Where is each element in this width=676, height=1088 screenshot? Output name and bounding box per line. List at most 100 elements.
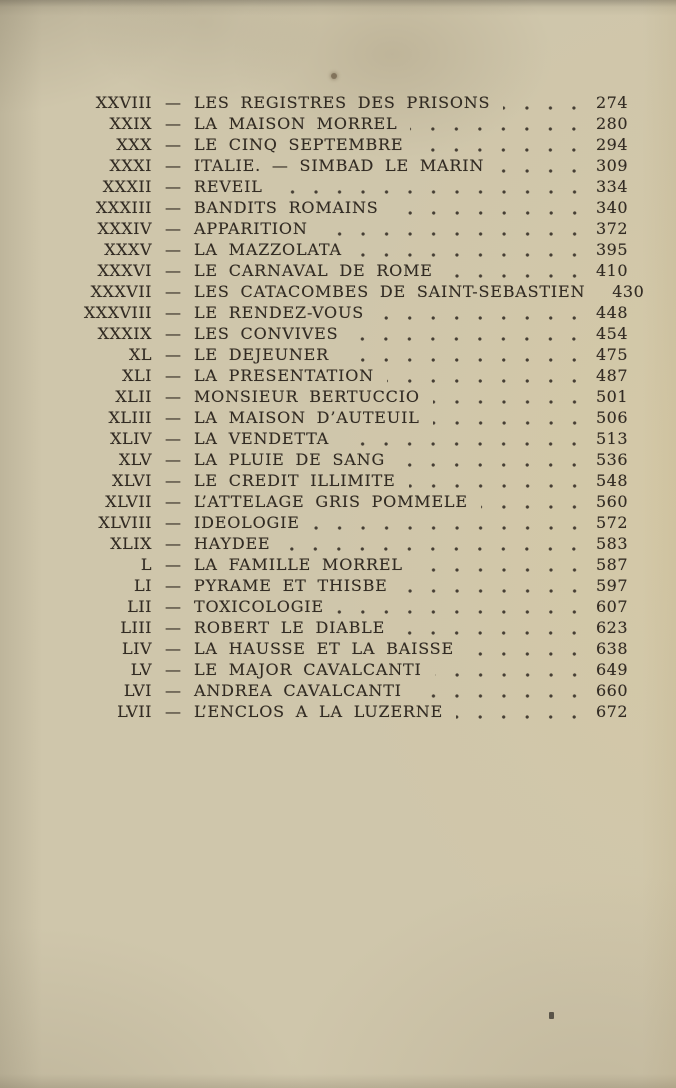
dot-leader — [275, 189, 586, 195]
separator-dash: — — [165, 534, 181, 553]
page-number: 294 — [595, 135, 628, 154]
chapter-title: MONSIEUR BERTUCCIO — [194, 387, 420, 406]
dot-leader — [398, 630, 586, 636]
separator-dash: — — [165, 681, 181, 700]
separator-dash: — — [165, 240, 181, 259]
dot-leader — [416, 147, 586, 153]
chapter-numeral: XLIII — [108, 408, 152, 427]
chapter-title: LES CONVIVES — [194, 324, 339, 343]
separator-dash: — — [165, 576, 181, 595]
chapter-title: LE CINQ SEPTEMBRE — [194, 135, 404, 154]
dot-leader — [432, 420, 586, 426]
toc-entry: XLIII — LA MAISON D’AUTEUIL 506 — [64, 407, 628, 428]
dot-leader — [342, 357, 586, 363]
chapter-title: REVEIL — [194, 177, 263, 196]
page-number: 660 — [595, 681, 628, 700]
toc-entry: XXXI — ITALIE. — SIMBAD LE MARIN 309 — [64, 155, 628, 176]
chapter-title: ANDREA CAVALCANTI — [194, 681, 402, 700]
dot-leader — [410, 126, 586, 132]
page-number: 513 — [595, 429, 628, 448]
page-number: 410 — [595, 261, 628, 280]
separator-dash: — — [165, 618, 181, 637]
chapter-title: ROBERT LE DIABLE — [194, 618, 386, 637]
page-number: 587 — [595, 555, 628, 574]
chapter-title: LE CREDIT ILLIMITE — [194, 471, 396, 490]
dot-leader — [320, 231, 586, 237]
page-number: 395 — [595, 240, 628, 259]
chapter-title: LA PRESENTATION — [194, 366, 374, 385]
chapter-title: HAYDEE — [194, 534, 271, 553]
separator-dash: — — [165, 282, 181, 301]
dot-leader — [283, 546, 586, 552]
toc-entry: XLIV — LA VENDETTA 513 — [64, 428, 628, 449]
chapter-numeral: XLVIII — [98, 513, 152, 532]
toc-entry: LIII — ROBERT LE DIABLE 623 — [64, 617, 628, 638]
separator-dash: — — [165, 261, 181, 280]
chapter-title: LA MAZZOLATA — [194, 240, 342, 259]
dot-leader — [342, 441, 586, 447]
toc-entry: XXXVII — LES CATACOMBES DE SAINT-SEBASTI… — [64, 281, 644, 302]
chapter-title: IDEOLOGIE — [194, 513, 300, 532]
separator-dash: — — [165, 93, 181, 112]
toc-entry: LIV — LA HAUSSE ET LA BAISSE 638 — [64, 638, 628, 659]
chapter-numeral: XXXIII — [95, 198, 152, 217]
page-number: 623 — [595, 618, 628, 637]
page-number: 672 — [595, 702, 628, 721]
toc-entry: L — LA FAMILLE MORREL 587 — [64, 554, 628, 575]
page-number: 340 — [595, 198, 628, 217]
chapter-title: L’ENCLOS A LA LUZERNE — [194, 702, 444, 721]
separator-dash: — — [165, 156, 181, 175]
page-number: 638 — [595, 639, 628, 658]
separator-dash: — — [165, 639, 181, 658]
chapter-numeral: XLVI — [112, 471, 152, 490]
chapter-title: APPARITION — [194, 219, 308, 238]
chapter-numeral: L — [140, 555, 152, 574]
chapter-numeral: XXXII — [102, 177, 152, 196]
chapter-numeral: XXXI — [109, 156, 152, 175]
toc-entry: XLVIII — IDEOLOGIE 572 — [64, 512, 628, 533]
toc-entry: XLVI — LE CREDIT ILLIMITE 548 — [64, 470, 628, 491]
chapter-title: LE MAJOR CAVALCANTI — [194, 660, 422, 679]
separator-dash: — — [165, 345, 181, 364]
chapter-numeral: XLII — [115, 387, 152, 406]
chapter-numeral: XXXVIII — [83, 303, 152, 322]
dot-leader — [400, 588, 586, 594]
separator-dash: — — [165, 429, 181, 448]
separator-dash: — — [165, 219, 181, 238]
paper-stain-speck — [331, 73, 337, 79]
dot-leader — [398, 462, 586, 468]
dot-leader — [391, 210, 586, 216]
toc-entry: XXXIX — LES CONVIVES 454 — [64, 323, 628, 344]
toc-entry: XXXIV — APPARITION 372 — [64, 218, 628, 239]
separator-dash: — — [165, 450, 181, 469]
separator-dash: — — [165, 303, 181, 322]
chapter-title: LE CARNAVAL DE ROME — [194, 261, 433, 280]
chapter-title: ITALIE. — SIMBAD LE MARIN — [194, 156, 485, 175]
separator-dash: — — [165, 555, 181, 574]
dot-leader — [445, 273, 586, 279]
toc-entry: LVI — ANDREA CAVALCANTI 660 — [64, 680, 628, 701]
dot-leader — [414, 693, 586, 699]
toc-entry: XXXIII — BANDITS ROMAINS 340 — [64, 197, 628, 218]
chapter-numeral: XL — [128, 345, 152, 364]
chapter-title: LA MAISON D’AUTEUIL — [194, 408, 420, 427]
dot-leader — [598, 294, 603, 300]
chapter-numeral: XXXVII — [90, 282, 152, 301]
dot-leader — [480, 504, 586, 510]
toc-entry: XXX — LE CINQ SEPTEMBRE 294 — [64, 134, 628, 155]
toc-entry: XXXVIII — LE RENDEZ-VOUS 448 — [64, 302, 628, 323]
dot-leader — [354, 252, 586, 258]
chapter-numeral: LII — [127, 597, 152, 616]
chapter-title: BANDITS ROMAINS — [194, 198, 379, 217]
separator-dash: — — [165, 408, 181, 427]
dot-leader — [456, 714, 586, 720]
separator-dash: — — [165, 660, 181, 679]
page-number: 649 — [595, 660, 628, 679]
chapter-numeral: XLV — [118, 450, 152, 469]
page-number: 536 — [595, 450, 628, 469]
separator-dash: — — [165, 471, 181, 490]
page-number: 597 — [595, 576, 628, 595]
toc-entry: XLIX — HAYDEE 583 — [64, 533, 628, 554]
toc-entry: XL — LE DEJEUNER 475 — [64, 344, 628, 365]
page-number: 334 — [595, 177, 628, 196]
